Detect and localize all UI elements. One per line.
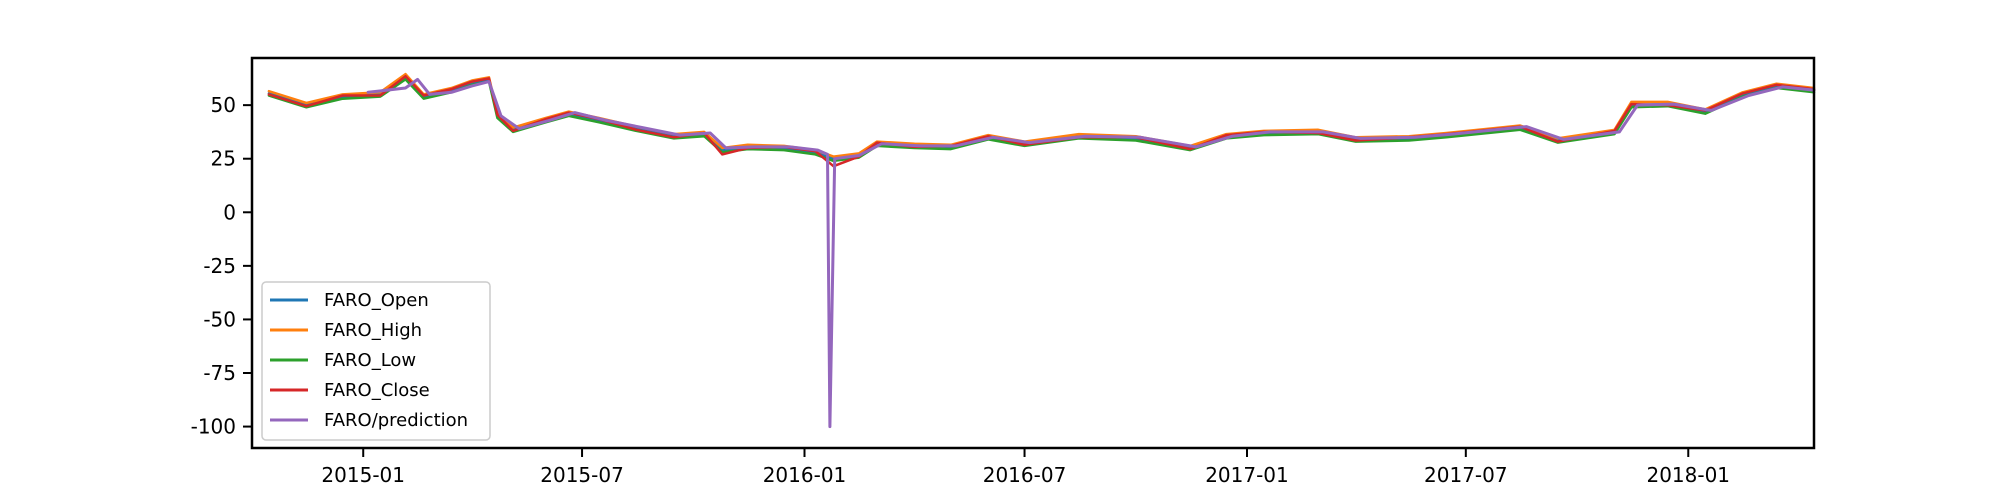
y-tick-label: -100 — [191, 415, 236, 439]
legend-entries: FARO_Open FARO_High FARO_Low FARO_Close FARO… — [270, 290, 468, 431]
y-tick-label: 50 — [211, 93, 236, 117]
series-line-faro-low — [267, 78, 1816, 163]
series-layer — [267, 72, 1816, 429]
y-tick-label: 0 — [223, 200, 236, 224]
series-line-faro-prediction — [366, 77, 1816, 429]
legend-label: FARO_Low — [324, 350, 416, 371]
x-axis: 2015-01 2015-07 2016-01 2016-07 2017-01 2017-… — [321, 448, 1730, 487]
x-tick-label: 2015-01 — [321, 463, 405, 487]
x-tick-label: 2016-07 — [983, 463, 1067, 487]
y-tick-label: -50 — [203, 307, 236, 331]
legend-label: FARO/prediction — [324, 410, 468, 431]
legend: FARO_Open FARO_High FARO_Low FARO_Close FARO… — [261, 281, 491, 441]
y-tick-label: -75 — [203, 361, 236, 385]
y-axis: 50 25 0 -25 -50 -75 -100 — [191, 93, 252, 439]
x-tick-label: 2015-07 — [540, 463, 624, 487]
x-tick-label: 2017-07 — [1424, 463, 1508, 487]
legend-label: FARO_High — [324, 320, 422, 341]
plot-frame — [250, 56, 1816, 450]
x-tick-label: 2018-01 — [1646, 463, 1730, 487]
y-tick-label: 25 — [211, 147, 236, 171]
legend-label: FARO_Close — [324, 380, 430, 401]
y-tick-label: -25 — [203, 254, 236, 278]
legend-label: FARO_Open — [324, 290, 429, 311]
x-tick-label: 2017-01 — [1205, 463, 1289, 487]
legend-box — [261, 281, 491, 441]
x-tick-label: 2016-01 — [763, 463, 847, 487]
